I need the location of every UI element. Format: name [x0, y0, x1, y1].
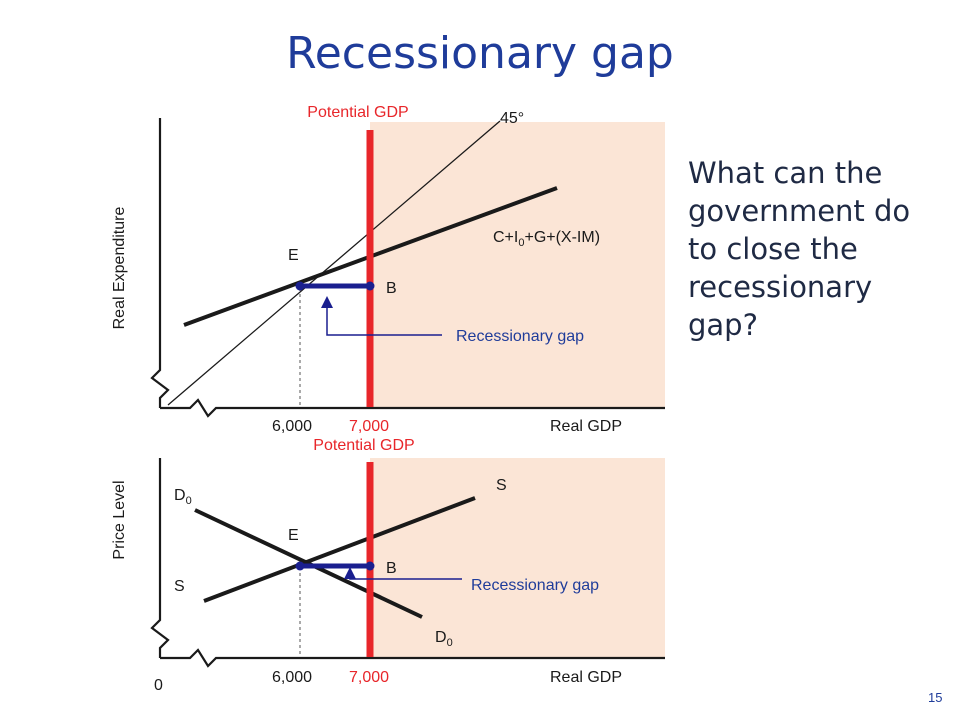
- demand-label-upper: D0: [174, 487, 192, 507]
- top-potential-gdp-label: Potential GDP: [307, 104, 408, 121]
- bottom-y-axis: [150, 458, 170, 658]
- bottom-x-axis-label: Real GDP: [550, 669, 622, 686]
- supply-label-lower: S: [174, 578, 185, 595]
- bottom-point-b-label: B: [386, 560, 397, 577]
- top-point-b-label: B: [386, 280, 397, 297]
- bottom-gap-callout-arrow: [344, 567, 462, 580]
- bottom-tick-7000: 7,000: [349, 669, 389, 686]
- bottom-x-axis: [160, 648, 665, 668]
- top-panel: Real Expenditure Potential GDP 45° C+I0+…: [111, 104, 665, 435]
- top-point-b-marker: [365, 281, 375, 291]
- bottom-panel: Price Level Potential GDP S S D0 D0 E B …: [111, 437, 665, 694]
- aggregate-expenditure-label: C+I0+G+(X-IM): [493, 229, 600, 249]
- demand-label-lower: D0: [435, 629, 453, 649]
- top-x-axis-label: Real GDP: [550, 418, 622, 435]
- top-tick-7000: 7,000: [349, 418, 389, 435]
- bottom-shaded-region: [370, 458, 665, 658]
- bottom-tick-6000: 6,000: [272, 669, 312, 686]
- question-text: What can the government do to close the …: [688, 156, 911, 342]
- bottom-point-e-marker: [295, 561, 305, 571]
- 45-degree-line: [167, 120, 501, 406]
- bottom-gap-label: Recessionary gap: [471, 577, 599, 594]
- bottom-potential-gdp-label: Potential GDP: [313, 437, 414, 454]
- bottom-y-axis-label: Price Level: [111, 480, 128, 559]
- top-y-axis: [150, 118, 170, 408]
- bottom-point-e-label: E: [288, 527, 299, 544]
- top-gap-label: Recessionary gap: [456, 328, 584, 345]
- slide-title: Recessionary gap: [286, 28, 674, 79]
- top-x-axis: [160, 398, 665, 418]
- supply-curve: [203, 496, 476, 603]
- top-point-e-marker: [295, 281, 305, 291]
- top-tick-6000: 6,000: [272, 418, 312, 435]
- 45-degree-label: 45°: [500, 110, 524, 127]
- top-shaded-region: [370, 122, 665, 407]
- top-gap-callout-arrow: [321, 296, 442, 336]
- bottom-point-b-marker: [365, 561, 375, 571]
- top-point-e-label: E: [288, 247, 299, 264]
- slide-number: 15: [928, 690, 943, 705]
- top-y-axis-label: Real Expenditure: [111, 207, 128, 330]
- supply-label-upper: S: [496, 477, 507, 494]
- bottom-origin-label: 0: [154, 677, 163, 694]
